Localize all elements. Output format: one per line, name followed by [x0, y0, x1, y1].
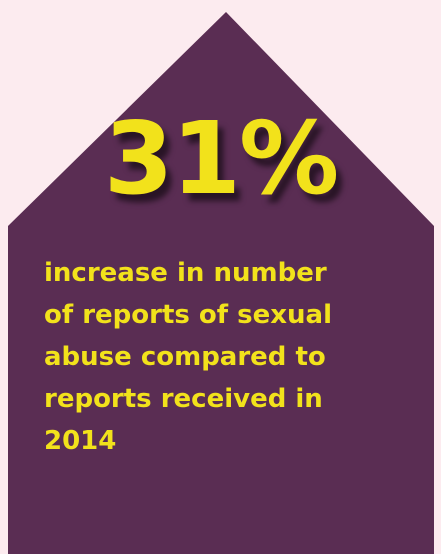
house-outline	[8, 12, 434, 554]
caption-line-2: of reports of sexual	[44, 300, 333, 330]
caption-line-5: 2014	[44, 426, 117, 456]
caption-line-4: reports received in	[44, 384, 323, 414]
caption-text: increase in number of reports of sexual …	[44, 252, 424, 462]
caption-line-3: abuse compared to	[44, 342, 326, 372]
caption-line-1: increase in number	[44, 258, 327, 288]
headline-percentage: 31%	[103, 100, 339, 217]
